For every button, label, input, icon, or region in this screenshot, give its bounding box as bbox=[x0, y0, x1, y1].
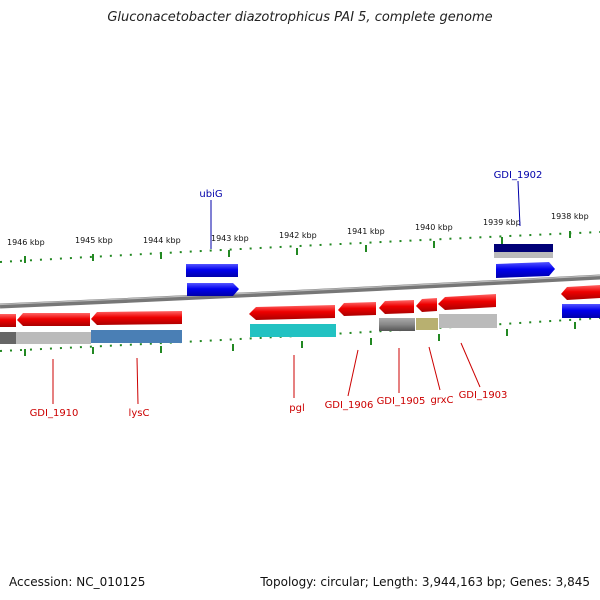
gene-GDI_1910-feature[interactable] bbox=[17, 313, 90, 326]
kbp-label: 1941 kbp bbox=[347, 227, 385, 236]
major-ticks bbox=[24, 231, 576, 356]
gene-grxC-feature[interactable] bbox=[416, 298, 437, 312]
gene-GDI_1902-feature-shade bbox=[494, 252, 553, 258]
feature-box bbox=[416, 318, 438, 330]
topology-text: Topology: circular; Length: 3,944,163 bp… bbox=[260, 575, 590, 589]
leader-line bbox=[517, 180, 521, 227]
kbp-label: 1944 kbp bbox=[143, 236, 181, 245]
feature-box bbox=[91, 330, 182, 343]
gene-reverse-arrow[interactable] bbox=[0, 314, 16, 327]
gene-label-lysC[interactable]: lysC bbox=[129, 408, 150, 419]
gene-label-GDI_1903[interactable]: GDI_1903 bbox=[459, 390, 508, 401]
gene-label-grxC[interactable]: grxC bbox=[430, 395, 453, 406]
kbp-label: 1938 kbp bbox=[551, 212, 589, 221]
accession-text: Accession: NC_010125 bbox=[9, 575, 146, 589]
gene-reverse-arrow[interactable] bbox=[561, 285, 600, 300]
gene-forward-arrow[interactable] bbox=[496, 262, 555, 278]
feature-box bbox=[379, 318, 415, 331]
gene-forward-partial[interactable] bbox=[562, 304, 600, 318]
gene-GDI_1905-feature[interactable] bbox=[379, 300, 414, 314]
feature-box bbox=[0, 332, 16, 344]
feature-box bbox=[439, 314, 497, 328]
gene-label-GDI_1902[interactable]: GDI_1902 bbox=[494, 170, 543, 181]
leader-line bbox=[347, 349, 359, 397]
leader-line bbox=[460, 342, 481, 388]
gene-label-pgl[interactable]: pgl bbox=[289, 403, 304, 414]
kbp-label: 1940 kbp bbox=[415, 223, 453, 232]
gene-lysC-feature[interactable] bbox=[91, 311, 182, 325]
kbp-label: 1945 kbp bbox=[75, 236, 113, 245]
kbp-label: 1939 kbp bbox=[483, 218, 521, 227]
leader-line bbox=[136, 357, 139, 405]
genome-backbone bbox=[0, 274, 600, 309]
kbp-label: 1942 kbp bbox=[279, 231, 317, 240]
gene-pgl-feature[interactable] bbox=[249, 305, 335, 320]
gene-GDI_1902-feature[interactable] bbox=[494, 244, 553, 252]
gene-ubiG-feature[interactable] bbox=[186, 264, 238, 277]
map-title: Gluconacetobacter diazotrophicus PAI 5, … bbox=[107, 10, 493, 25]
kbp-label: 1943 kbp bbox=[211, 234, 249, 243]
feature-box bbox=[250, 324, 336, 337]
gene-forward-arrow[interactable] bbox=[187, 283, 239, 296]
gene-label-GDI_1906[interactable]: GDI_1906 bbox=[325, 400, 374, 411]
gene-GDI_1903-feature[interactable] bbox=[438, 294, 496, 310]
kbp-label: 1946 kbp bbox=[7, 238, 45, 247]
outer-tick-track bbox=[0, 231, 600, 263]
gene-GDI_1906-feature[interactable] bbox=[338, 302, 376, 316]
feature-box bbox=[16, 332, 91, 344]
leader-line bbox=[428, 346, 441, 391]
gene-label-ubiG[interactable]: ubiG bbox=[199, 189, 222, 200]
gene-label-GDI_1910[interactable]: GDI_1910 bbox=[30, 408, 79, 419]
gene-label-GDI_1905[interactable]: GDI_1905 bbox=[377, 396, 426, 407]
